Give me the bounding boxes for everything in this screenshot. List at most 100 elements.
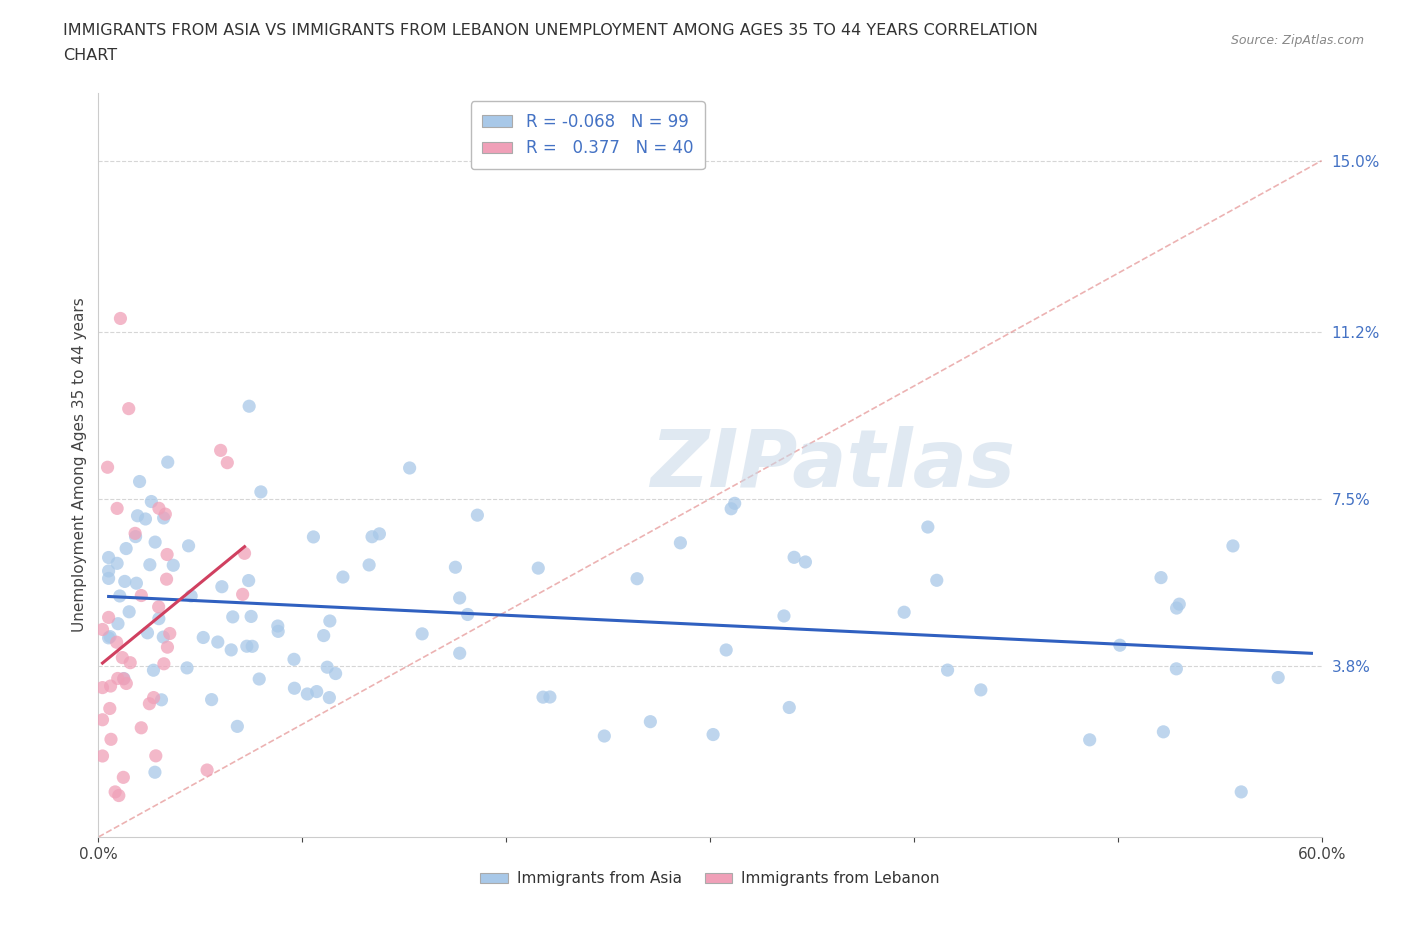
Point (112, 770, 135, 785)
Point (702, 727, 724, 742)
Point (105, 635, 128, 650)
Point (115, 541, 138, 556)
Point (131, 588, 153, 603)
Point (152, 511, 174, 525)
Point (467, 508, 489, 523)
Point (283, 681, 305, 696)
Point (538, 689, 561, 704)
Point (141, 494, 163, 509)
Point (129, 721, 152, 736)
Point (316, 659, 339, 674)
Point (148, 611, 170, 626)
Point (936, 663, 959, 678)
Point (527, 561, 550, 576)
Point (1222, 538, 1244, 553)
Point (267, 624, 290, 639)
Point (236, 639, 259, 654)
Point (127, 509, 149, 524)
Point (97, 459, 120, 474)
Point (139, 557, 162, 572)
Point (398, 460, 420, 475)
Point (626, 571, 648, 586)
Point (97, 610, 120, 625)
Point (794, 554, 817, 569)
Point (112, 671, 135, 686)
Point (128, 474, 150, 489)
Point (97, 571, 120, 586)
Point (1150, 570, 1173, 585)
Point (1168, 597, 1191, 612)
Point (91, 749, 114, 764)
Point (267, 618, 290, 633)
Point (240, 609, 263, 624)
Point (247, 671, 270, 686)
Point (143, 764, 166, 779)
Point (917, 520, 939, 535)
Point (531, 690, 554, 705)
Point (195, 763, 218, 777)
Point (176, 660, 198, 675)
Point (136, 625, 159, 640)
Point (148, 600, 170, 615)
Point (238, 399, 260, 414)
Point (283, 652, 305, 667)
Point (444, 560, 467, 575)
Point (250, 485, 273, 499)
Point (361, 529, 384, 544)
Point (155, 507, 177, 522)
Point (240, 639, 263, 654)
Point (783, 550, 806, 565)
Point (219, 643, 242, 658)
Point (1267, 671, 1289, 685)
Point (925, 573, 948, 588)
Point (297, 686, 319, 701)
Point (640, 714, 662, 729)
Point (98, 630, 121, 644)
Point (1166, 601, 1188, 616)
Point (100, 732, 122, 747)
Point (98, 701, 121, 716)
Point (107, 671, 129, 686)
Text: CHART: CHART (63, 48, 117, 63)
Point (124, 526, 146, 541)
Point (108, 788, 131, 803)
Point (238, 573, 260, 588)
Point (325, 666, 347, 681)
Point (110, 311, 132, 325)
Point (312, 628, 335, 643)
Point (207, 634, 229, 649)
Point (411, 627, 433, 642)
Point (226, 719, 249, 734)
Point (91, 622, 114, 637)
Point (125, 576, 148, 591)
Point (368, 526, 391, 541)
Point (669, 536, 692, 551)
Legend: Immigrants from Asia, Immigrants from Lebanon: Immigrants from Asia, Immigrants from Le… (474, 866, 946, 893)
Point (211, 579, 233, 594)
Point (1152, 724, 1174, 739)
Point (233, 546, 256, 561)
Point (97, 631, 120, 645)
Point (332, 569, 354, 584)
Point (138, 697, 160, 711)
Point (91, 712, 114, 727)
Point (142, 690, 165, 705)
Point (152, 630, 174, 644)
Point (156, 547, 179, 562)
Point (155, 572, 177, 587)
Point (720, 501, 742, 516)
Point (134, 512, 156, 526)
Point (449, 591, 471, 605)
Point (457, 607, 479, 622)
Point (1230, 785, 1253, 800)
Point (118, 401, 141, 416)
Point (111, 650, 134, 665)
Point (107, 617, 129, 631)
Point (359, 557, 381, 572)
Point (104, 785, 127, 800)
Point (100, 679, 122, 694)
Point (124, 529, 146, 544)
Point (893, 604, 915, 619)
Point (177, 538, 200, 553)
Point (1078, 733, 1101, 748)
